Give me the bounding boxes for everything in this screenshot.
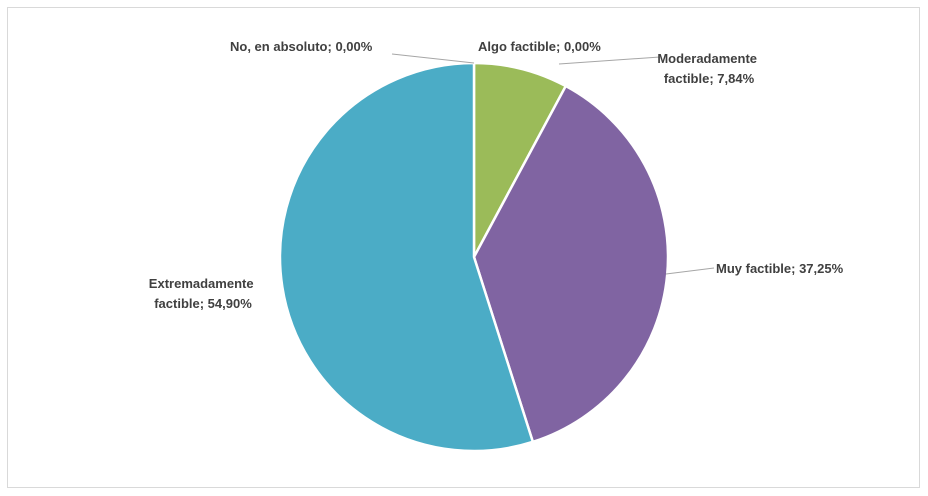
leader-lines [391,53,715,275]
data-label-line: Extremadamente [149,276,254,291]
pie-slices [278,61,670,453]
data-label-line: Moderadamente [657,51,757,66]
leader-line [558,56,661,65]
data-label-algo-factible: Algo factible; 0,00% [478,39,601,54]
pie-slice-moderadamente-factible [472,61,568,259]
data-label-no-en-absoluto: No, en absoluto; 0,00% [230,39,373,54]
pie-slice-muy-factible [472,84,670,444]
data-label-line: factible; 7,84% [664,71,755,86]
data-label-moderadamente-factible: Moderadamente factible; 7,84% [657,51,760,86]
data-label-line: factible; 54,90% [154,296,252,311]
pie-slice-extremadamente-factible [278,61,535,453]
data-label-muy-factible: Muy factible; 37,25% [716,261,844,276]
data-label-extremadamente-factible: Extremadamente factible; 54,90% [149,276,257,311]
leader-line [391,53,475,64]
leader-line [665,267,715,275]
